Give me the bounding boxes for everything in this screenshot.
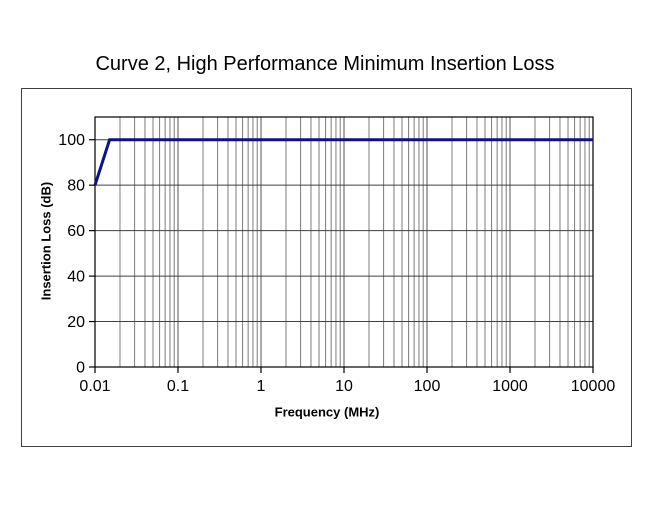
x-tick-label: 100 xyxy=(414,378,441,395)
y-tick-label: 20 xyxy=(67,314,85,331)
y-axis-title: Insertion Loss (dB) xyxy=(38,181,54,301)
chart-frame xyxy=(21,88,632,447)
x-tick-label: 1000 xyxy=(492,378,528,395)
y-tick-label: 0 xyxy=(76,360,85,377)
y-tick-label: 60 xyxy=(67,223,85,240)
x-tick-label: 0.01 xyxy=(79,378,110,395)
x-tick-label: 10 xyxy=(335,378,353,395)
x-tick-label: 0.1 xyxy=(167,378,189,395)
x-axis-title: Frequency (MHz) xyxy=(274,404,380,420)
data-line xyxy=(93,138,593,186)
y-tick-label: 100 xyxy=(58,132,85,149)
chart-title: Curve 2, High Performance Minimum Insert… xyxy=(95,53,555,75)
x-tick-label: 1 xyxy=(257,378,266,395)
y-tick-label: 40 xyxy=(67,269,85,286)
y-tick-label: 80 xyxy=(67,178,85,195)
x-tick-label: 10000 xyxy=(571,378,616,395)
